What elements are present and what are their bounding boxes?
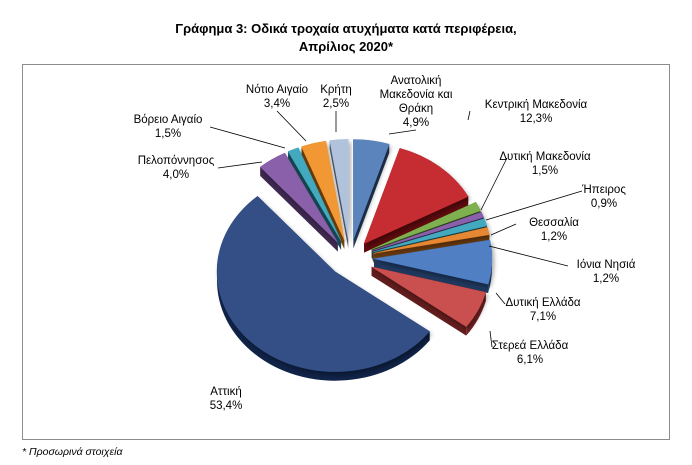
- slice-label: Κεντρική Μακεδονία 12,3%: [485, 99, 588, 125]
- slice-label: Δυτική Ελλάδα 7,1%: [505, 297, 580, 323]
- slice-label: Ιόνια Νησιά 1,2%: [577, 259, 636, 285]
- pie-slice-gloss: [373, 227, 490, 254]
- leader-line: [209, 126, 286, 149]
- leader-line: [388, 129, 417, 135]
- slice-label: Αττική 53,4%: [210, 386, 243, 412]
- leader-line: [467, 110, 471, 121]
- pie-slice: [371, 266, 487, 327]
- leader-line: [495, 292, 506, 305]
- pie-slice-wall: [373, 258, 489, 294]
- pie-slice: [287, 147, 342, 242]
- leader-line: [485, 190, 583, 221]
- chart-frame: [22, 64, 670, 440]
- slice-label: Ανατολική Μακεδονία και Θράκη 4,9%: [380, 75, 453, 129]
- pie-slice: [216, 195, 431, 372]
- footnote: * Προσωρινά στοιχεία: [22, 446, 123, 458]
- pie-slice-wall: [371, 266, 467, 336]
- pie-slice-wall: [364, 196, 469, 253]
- pie-slice-gloss: [217, 196, 430, 372]
- pie-slice: [259, 152, 338, 243]
- slice-label: Στερεά Ελλάδα 6,1%: [492, 340, 569, 366]
- pie-slice-gloss: [260, 153, 338, 243]
- pie-slice-wall: [301, 146, 345, 249]
- pie-slice-gloss: [301, 141, 345, 240]
- leader-line: [489, 330, 493, 348]
- leader-line: [488, 245, 569, 267]
- pie-slice-gloss: [288, 147, 342, 241]
- pie-slice-wall: [260, 167, 338, 252]
- pie-slice: [371, 201, 481, 250]
- pie-slice-gloss: [353, 139, 390, 240]
- chart-title-line1: Γράφημα 3: Οδικά τροχαία ατυχήματα κατά …: [175, 21, 517, 36]
- pie-slice-gloss: [329, 139, 349, 240]
- leader-line: [217, 161, 263, 169]
- pie-slice-gloss: [371, 202, 481, 250]
- leader-line: [480, 157, 508, 211]
- pie-slice: [372, 211, 485, 251]
- pie-slice-gloss: [371, 266, 486, 327]
- leader-line: [276, 110, 307, 142]
- pie-slice: [301, 140, 345, 241]
- pie-slice: [372, 218, 488, 253]
- pie-slice: [329, 139, 349, 240]
- pie-slice-gloss: [364, 148, 469, 244]
- pie-slice-wall: [353, 144, 390, 249]
- leader-line: [490, 223, 517, 236]
- pie-slice-wall: [329, 140, 349, 249]
- slice-label: Κρήτη 2,5%: [320, 84, 352, 110]
- pie-slice: [373, 227, 490, 254]
- pie-slice-gloss: [373, 239, 492, 285]
- slice-label: Ήπειρος 0,9%: [581, 184, 626, 210]
- slice-label: Νότιο Αιγαίο 3,4%: [246, 84, 308, 110]
- pie-slice-gloss: [372, 218, 487, 252]
- chart-title-line2: Απρίλιος 2020*: [298, 39, 394, 54]
- slice-label: Πελοπόννησος 4,0%: [138, 155, 215, 181]
- pie-slice: [363, 148, 469, 245]
- pie-slice: [353, 139, 390, 240]
- pie-slice-gloss: [372, 212, 484, 251]
- slice-label: Δυτική Μακεδονία 1,5%: [499, 151, 591, 177]
- slice-label: Θεσσαλία 1,2%: [529, 217, 579, 243]
- pie-slice: [373, 239, 493, 285]
- slice-label: Βόρειο Αιγαίο 1,5%: [134, 114, 203, 140]
